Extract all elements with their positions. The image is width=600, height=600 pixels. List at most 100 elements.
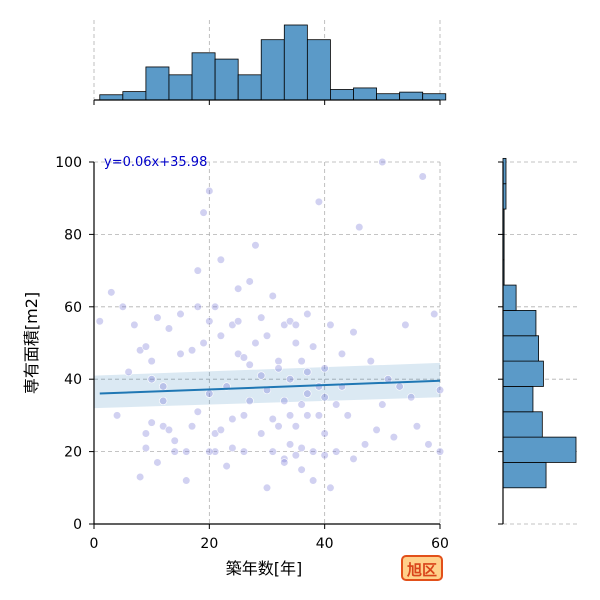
data-point (205, 317, 214, 326)
right-histogram (502, 157, 577, 489)
data-point (245, 277, 254, 286)
top-hist-bar (283, 24, 308, 101)
data-point (297, 443, 306, 453)
right-hist-bar (502, 360, 544, 387)
data-point (216, 331, 225, 340)
data-point (349, 454, 358, 463)
data-point (378, 400, 387, 409)
data-point (320, 429, 329, 438)
data-point (285, 411, 295, 420)
right-hist-bar (502, 310, 537, 337)
data-point (337, 349, 347, 358)
data-point (187, 346, 197, 355)
data-point (234, 284, 243, 293)
data-point (268, 291, 277, 301)
data-point (320, 364, 329, 373)
data-point (239, 447, 249, 456)
data-point (182, 476, 191, 485)
data-point (291, 451, 300, 460)
data-point (141, 342, 150, 351)
data-point (285, 440, 295, 449)
regression-line (99, 379, 441, 395)
data-point (164, 324, 174, 333)
data-point (170, 436, 179, 445)
data-point (216, 255, 225, 264)
data-point (245, 396, 254, 406)
confidence-band-area (94, 362, 440, 409)
top-hist-bar (99, 94, 124, 101)
data-point (291, 422, 300, 431)
top-hist-bar (122, 91, 147, 101)
data-point (280, 396, 289, 406)
x-tick-label: 0 (90, 536, 99, 552)
right-hist-bar (502, 436, 577, 463)
data-point (147, 418, 156, 427)
data-point (234, 349, 243, 358)
data-point (435, 447, 445, 456)
tick-labels: 0 20 40 60 0 20 40 60 80 100 (55, 155, 449, 552)
data-point (228, 443, 237, 453)
data-point (228, 414, 237, 424)
data-point (314, 382, 324, 391)
data-point (176, 309, 185, 319)
scatter-points (95, 157, 445, 492)
data-point (326, 320, 335, 330)
data-point (211, 302, 220, 311)
data-point (268, 414, 277, 424)
data-point (297, 400, 306, 409)
y-tick-label: 40 (64, 372, 82, 388)
data-point (343, 411, 352, 420)
data-point (147, 357, 156, 366)
data-point (332, 400, 341, 409)
data-point (280, 458, 289, 467)
data-point (303, 367, 312, 377)
data-point (136, 472, 145, 482)
data-point (257, 371, 266, 380)
data-point (130, 320, 139, 330)
data-point (285, 375, 295, 384)
right-hist-bar (502, 284, 517, 311)
data-point (182, 447, 191, 456)
data-point (107, 288, 116, 297)
data-point (372, 425, 381, 434)
data-point (274, 364, 283, 373)
data-point (314, 411, 324, 420)
top-hist-bar (191, 52, 216, 101)
x-tick-label: 20 (200, 536, 218, 552)
data-point (412, 422, 422, 431)
data-point (193, 302, 202, 311)
right-hist-bar (502, 411, 543, 438)
data-point (297, 357, 306, 366)
data-point (199, 208, 208, 217)
data-point (320, 393, 329, 402)
x-tick-label: 60 (431, 536, 449, 552)
y-tick-label: 80 (64, 227, 82, 243)
data-point (193, 266, 202, 275)
data-point (435, 385, 445, 395)
top-hist-bar (237, 74, 262, 101)
data-point (159, 382, 168, 391)
data-point (222, 461, 231, 471)
data-point (112, 411, 122, 420)
data-point (251, 241, 260, 250)
data-point (274, 422, 283, 431)
x-axis-label: 築年数[年] (226, 559, 303, 578)
data-point (141, 443, 150, 453)
data-point (366, 357, 375, 366)
right-hist-bar (502, 462, 547, 489)
data-point (199, 338, 208, 348)
data-point (153, 313, 162, 322)
data-point (262, 483, 272, 492)
top-hist-bar (260, 39, 285, 101)
data-point (159, 396, 168, 406)
data-point (136, 346, 145, 355)
area-badge: 旭区 (401, 555, 444, 581)
confidence-band (94, 362, 440, 409)
data-point (320, 451, 329, 460)
regression-equation: y=0.06x+35.98 (104, 155, 207, 170)
data-point (95, 317, 104, 326)
data-point (245, 360, 254, 369)
data-point (176, 349, 185, 358)
data-point (430, 309, 439, 319)
top-hist-bar (306, 39, 331, 101)
